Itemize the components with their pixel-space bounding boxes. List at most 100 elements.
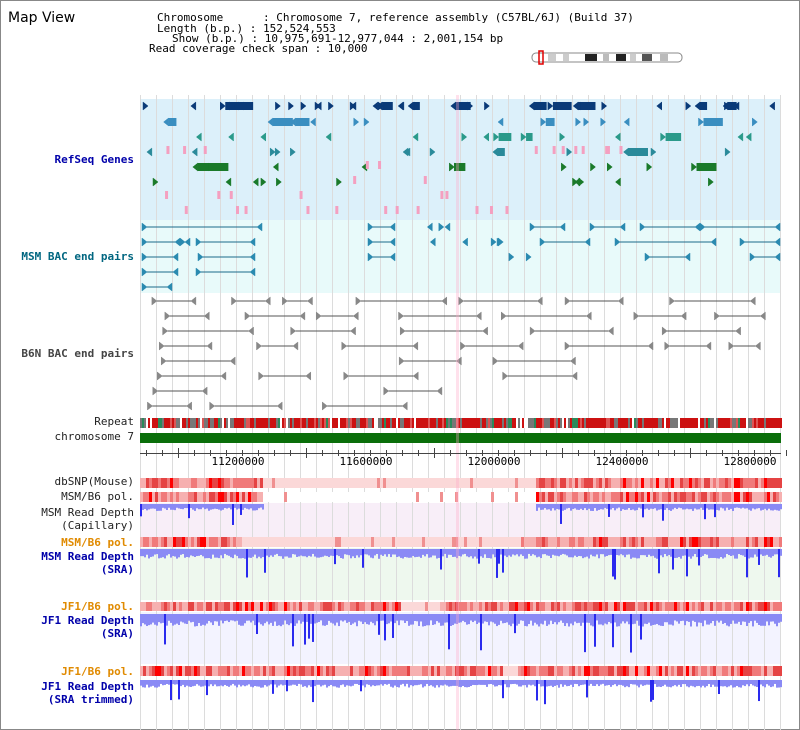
depth-bar [210, 614, 212, 623]
polymorphism-cell [431, 537, 434, 547]
depth-bar [630, 504, 632, 511]
polymorphism-cell [392, 492, 395, 502]
polymorphism-cell [161, 602, 164, 611]
depth-bar [708, 504, 710, 510]
depth-bar [416, 549, 418, 557]
bac-end-mark [429, 237, 436, 247]
polymorphism-cell [353, 478, 356, 488]
polymorphism-cell [635, 478, 638, 488]
repeat-segment [476, 418, 478, 428]
depth-bar [590, 549, 592, 555]
polymorphism-cell [689, 537, 692, 547]
polymorphism-cell [365, 602, 368, 611]
polymorphism-cell [353, 492, 356, 502]
repeat-segment [440, 418, 442, 428]
polymorphism-cell [479, 602, 482, 611]
depth-bar [484, 680, 486, 685]
polymorphism-cell [380, 602, 383, 611]
repeat-segment [334, 418, 336, 428]
chromosome-ideogram-icon[interactable] [0, 0, 800, 70]
polymorphism-cell [149, 478, 152, 488]
polymorphism-cell [584, 492, 587, 502]
depth-bar [246, 549, 248, 578]
polymorphism-cell [719, 478, 722, 488]
repeat-segment [572, 418, 574, 428]
polymorphism-cell [662, 666, 665, 676]
polymorphism-cell [692, 537, 695, 547]
depth-bar [500, 680, 502, 686]
repeat-segment [342, 418, 344, 428]
depth-bar [508, 549, 510, 556]
depth-bar [718, 680, 720, 695]
dbsnp-label[interactable]: dbSNP(Mouse) [54, 475, 134, 488]
polymorphism-cell [278, 492, 281, 502]
depth-bar [362, 614, 364, 625]
repeat-segment [614, 418, 616, 428]
depth-bar [570, 504, 572, 511]
msm-bac-end-pairs-label[interactable]: MSM BAC end pairs [21, 250, 134, 263]
repeat-segment [478, 418, 480, 428]
gene-mark [236, 206, 240, 214]
polymorphism-cell [629, 478, 632, 488]
polymorphism-cell [464, 537, 467, 547]
polymorphism-cell [293, 478, 296, 488]
polymorphism-cell [500, 478, 503, 488]
polymorphism-cell [662, 537, 665, 547]
depth-bar [664, 680, 666, 685]
msm-pol-sra-label[interactable]: MSM/B6 pol. [61, 536, 134, 549]
polymorphism-cell [251, 537, 254, 547]
depth-bar [540, 549, 542, 559]
repeat-segment [598, 418, 600, 428]
depth-bar [332, 614, 334, 624]
jf1-pol-label[interactable]: JF1/B6 pol. [61, 600, 134, 613]
polymorphism-cell [623, 666, 626, 676]
gene-mark [275, 101, 281, 111]
polymorphism-cell [635, 537, 638, 547]
depth-bar [572, 549, 574, 558]
polymorphism-cell [422, 478, 425, 488]
polymorphism-cell [722, 537, 725, 547]
repeat-segment [490, 418, 492, 428]
polymorphism-cell [140, 492, 143, 502]
polymorphism-cell [698, 537, 701, 547]
polymorphism-cell [215, 602, 218, 611]
repeat-segment [570, 418, 572, 428]
polymorphism-cell [776, 602, 779, 611]
polymorphism-cell [452, 492, 455, 502]
polymorphism-cell [533, 666, 536, 676]
gene-mark [335, 206, 339, 214]
bac-end-mark [539, 237, 546, 247]
polymorphism-cell [527, 478, 530, 488]
polymorphism-cell [713, 602, 716, 611]
msm-depth-sra-label[interactable]: MSM Read Depth [41, 550, 134, 563]
depth-bar [382, 614, 384, 621]
polymorphism-cell [590, 478, 593, 488]
gene-mark [146, 147, 153, 157]
gene-mark [600, 117, 607, 127]
b6n-end-mark [749, 296, 756, 306]
depth-bar [370, 549, 372, 558]
polymorphism-cell [200, 666, 203, 676]
polymorphism-cell [650, 666, 653, 676]
depth-bar [646, 549, 648, 557]
polymorphism-cell [647, 537, 650, 547]
msm-depth-capillary-label[interactable]: MSM Read Depth [41, 506, 134, 519]
jf1-pol-trimmed-label[interactable]: JF1/B6 pol. [61, 665, 134, 678]
depth-bar [250, 680, 252, 687]
polymorphism-cell [680, 602, 683, 611]
polymorphism-cell [725, 602, 728, 611]
polymorphism-cell [551, 478, 554, 488]
depth-bar [284, 614, 286, 621]
polymorphism-cell [647, 602, 650, 611]
polymorphism-cell [380, 537, 383, 547]
depth-bar [254, 680, 256, 686]
jf1-trimmed-depth-label[interactable]: JF1 Read Depth [41, 680, 134, 693]
b6n-bac-end-pairs-label[interactable]: B6N BAC end pairs [21, 347, 134, 360]
depth-bar [778, 680, 780, 688]
refseq-genes-label[interactable]: RefSeq Genes [54, 153, 134, 166]
polymorphism-cell [188, 537, 191, 547]
msm-pol-label[interactable]: MSM/B6 pol. [61, 490, 134, 503]
jf1-depth-label[interactable]: JF1 Read Depth [41, 614, 134, 627]
depth-bar [718, 614, 720, 623]
